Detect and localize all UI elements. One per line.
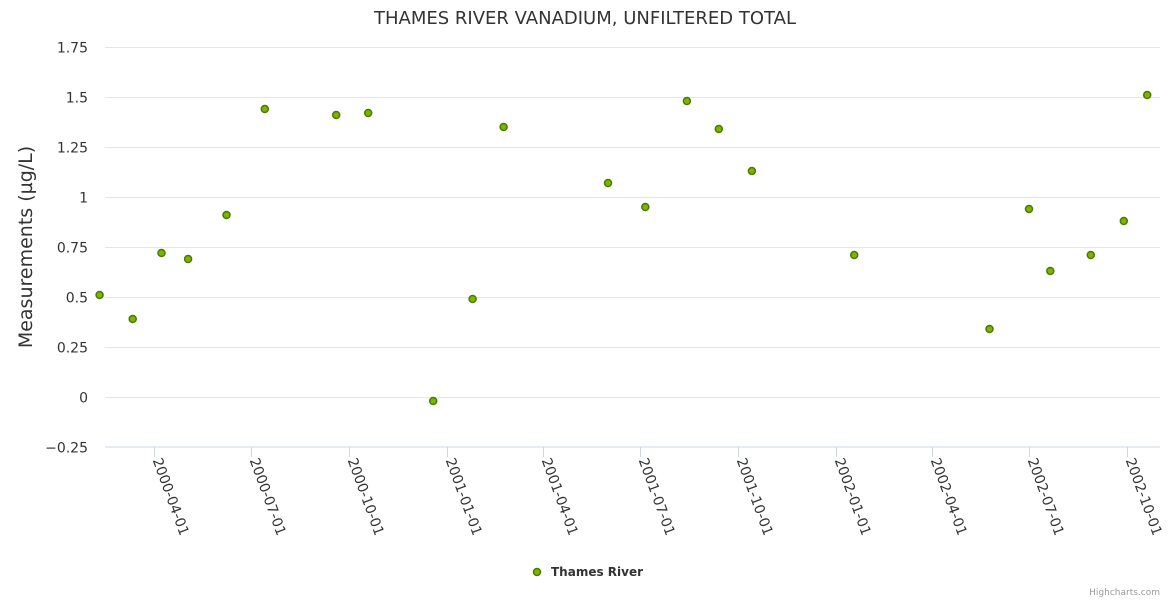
gridlines [105, 47, 1160, 398]
data-point[interactable] [468, 294, 477, 304]
legend-marker-icon [532, 567, 542, 577]
data-point[interactable] [128, 314, 137, 324]
data-point[interactable] [1024, 204, 1034, 214]
data-point[interactable] [363, 108, 373, 118]
y-tick-label: 1.25 [57, 141, 88, 157]
y-tick-label: 1.5 [66, 91, 88, 107]
data-point[interactable] [499, 122, 508, 132]
data-point[interactable] [641, 202, 650, 212]
y-tick-label: 0 [79, 391, 88, 407]
y-tick-label: 1.75 [57, 41, 88, 57]
data-point[interactable] [183, 254, 193, 264]
legend[interactable]: Thames River [532, 565, 644, 579]
data-point[interactable] [747, 166, 757, 176]
y-tick-label: 0.5 [66, 291, 88, 307]
data-point[interactable] [95, 290, 104, 300]
chart-title: THAMES RIVER VANADIUM, UNFILTERED TOTAL [373, 8, 796, 29]
data-point[interactable] [1046, 266, 1055, 276]
data-point[interactable] [682, 96, 692, 106]
data-point[interactable] [1142, 90, 1152, 100]
data-point[interactable] [1086, 250, 1096, 260]
y-tick-label: −0.25 [45, 441, 88, 457]
y-tick-label: 0.75 [57, 241, 88, 257]
data-point[interactable] [714, 124, 724, 134]
credits-link[interactable]: Highcharts.com [1089, 588, 1160, 598]
data-point[interactable] [849, 250, 859, 260]
y-tick-label: 0.25 [57, 341, 88, 357]
y-axis-label: Measurements (µg/L) [15, 146, 37, 348]
data-point[interactable] [331, 110, 341, 120]
y-axis-ticks: −0.25 0 0.25 0.5 0.75 1 1.25 1.5 1.75 [45, 41, 88, 457]
data-point[interactable] [260, 104, 270, 114]
legend-item-thames-river[interactable]: Thames River [551, 565, 643, 579]
data-point[interactable] [222, 210, 231, 220]
data-point[interactable] [428, 396, 438, 406]
data-point[interactable] [985, 324, 994, 334]
y-tick-label: 1 [79, 191, 88, 207]
data-point[interactable] [603, 178, 613, 188]
data-point[interactable] [1119, 216, 1129, 226]
data-points [95, 90, 1152, 406]
data-point[interactable] [157, 248, 166, 258]
